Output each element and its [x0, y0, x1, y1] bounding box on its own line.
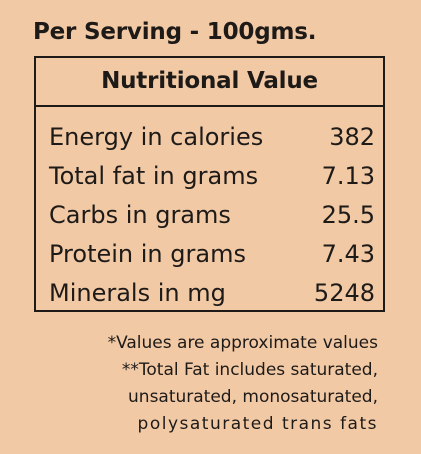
nutrition-row-carbs: Carbs in grams 25.5: [36, 196, 383, 235]
footnotes: *Values are approximate values **Total F…: [30, 330, 378, 438]
nutrition-row-fat: Total fat in grams 7.13: [36, 157, 383, 196]
nutrition-label: Minerals in mg: [49, 279, 226, 307]
nutrition-value: 7.13: [321, 162, 375, 190]
nutrition-row-energy: Energy in calories 382: [36, 118, 383, 157]
nutrition-label: Energy in calories: [49, 123, 264, 151]
footnote-fat-types: unsaturated, monosaturated,: [128, 387, 378, 407]
nutrition-panel-title: Nutritional Value: [36, 58, 383, 107]
nutrition-row-protein: Protein in grams 7.43: [36, 235, 383, 274]
nutrition-row-minerals: Minerals in mg 5248: [36, 274, 383, 313]
nutrition-label: Protein in grams: [49, 240, 246, 268]
nutrition-value: 382: [329, 123, 375, 151]
nutrition-list: Energy in calories 382 Total fat in gram…: [36, 118, 383, 313]
serving-title: Per Serving - 100gms.: [33, 19, 317, 45]
footnote-total-fat: **Total Fat includes saturated,: [121, 360, 378, 380]
footnote-fat-types-cont: polysaturated trans fats: [137, 414, 378, 434]
footnote-approximate: *Values are approximate values: [107, 333, 378, 353]
nutrition-panel: Nutritional Value Energy in calories 382…: [34, 56, 385, 312]
nutrition-label: Total fat in grams: [49, 162, 259, 190]
nutrition-value: 25.5: [321, 201, 375, 229]
nutrition-label: Carbs in grams: [49, 201, 231, 229]
nutrition-value: 7.43: [321, 240, 375, 268]
nutrition-value: 5248: [313, 279, 375, 307]
